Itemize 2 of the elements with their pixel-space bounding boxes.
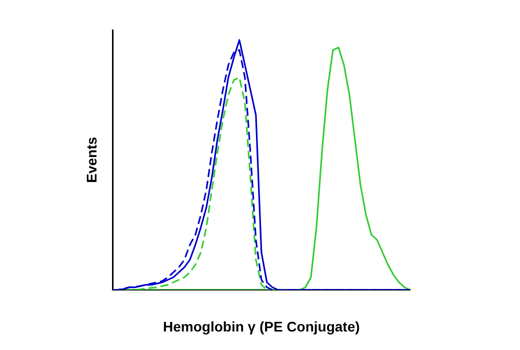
x-axis-title: Hemoglobin γ (PE Conjugate) bbox=[163, 318, 360, 334]
y-axis-title: Events bbox=[83, 136, 100, 183]
